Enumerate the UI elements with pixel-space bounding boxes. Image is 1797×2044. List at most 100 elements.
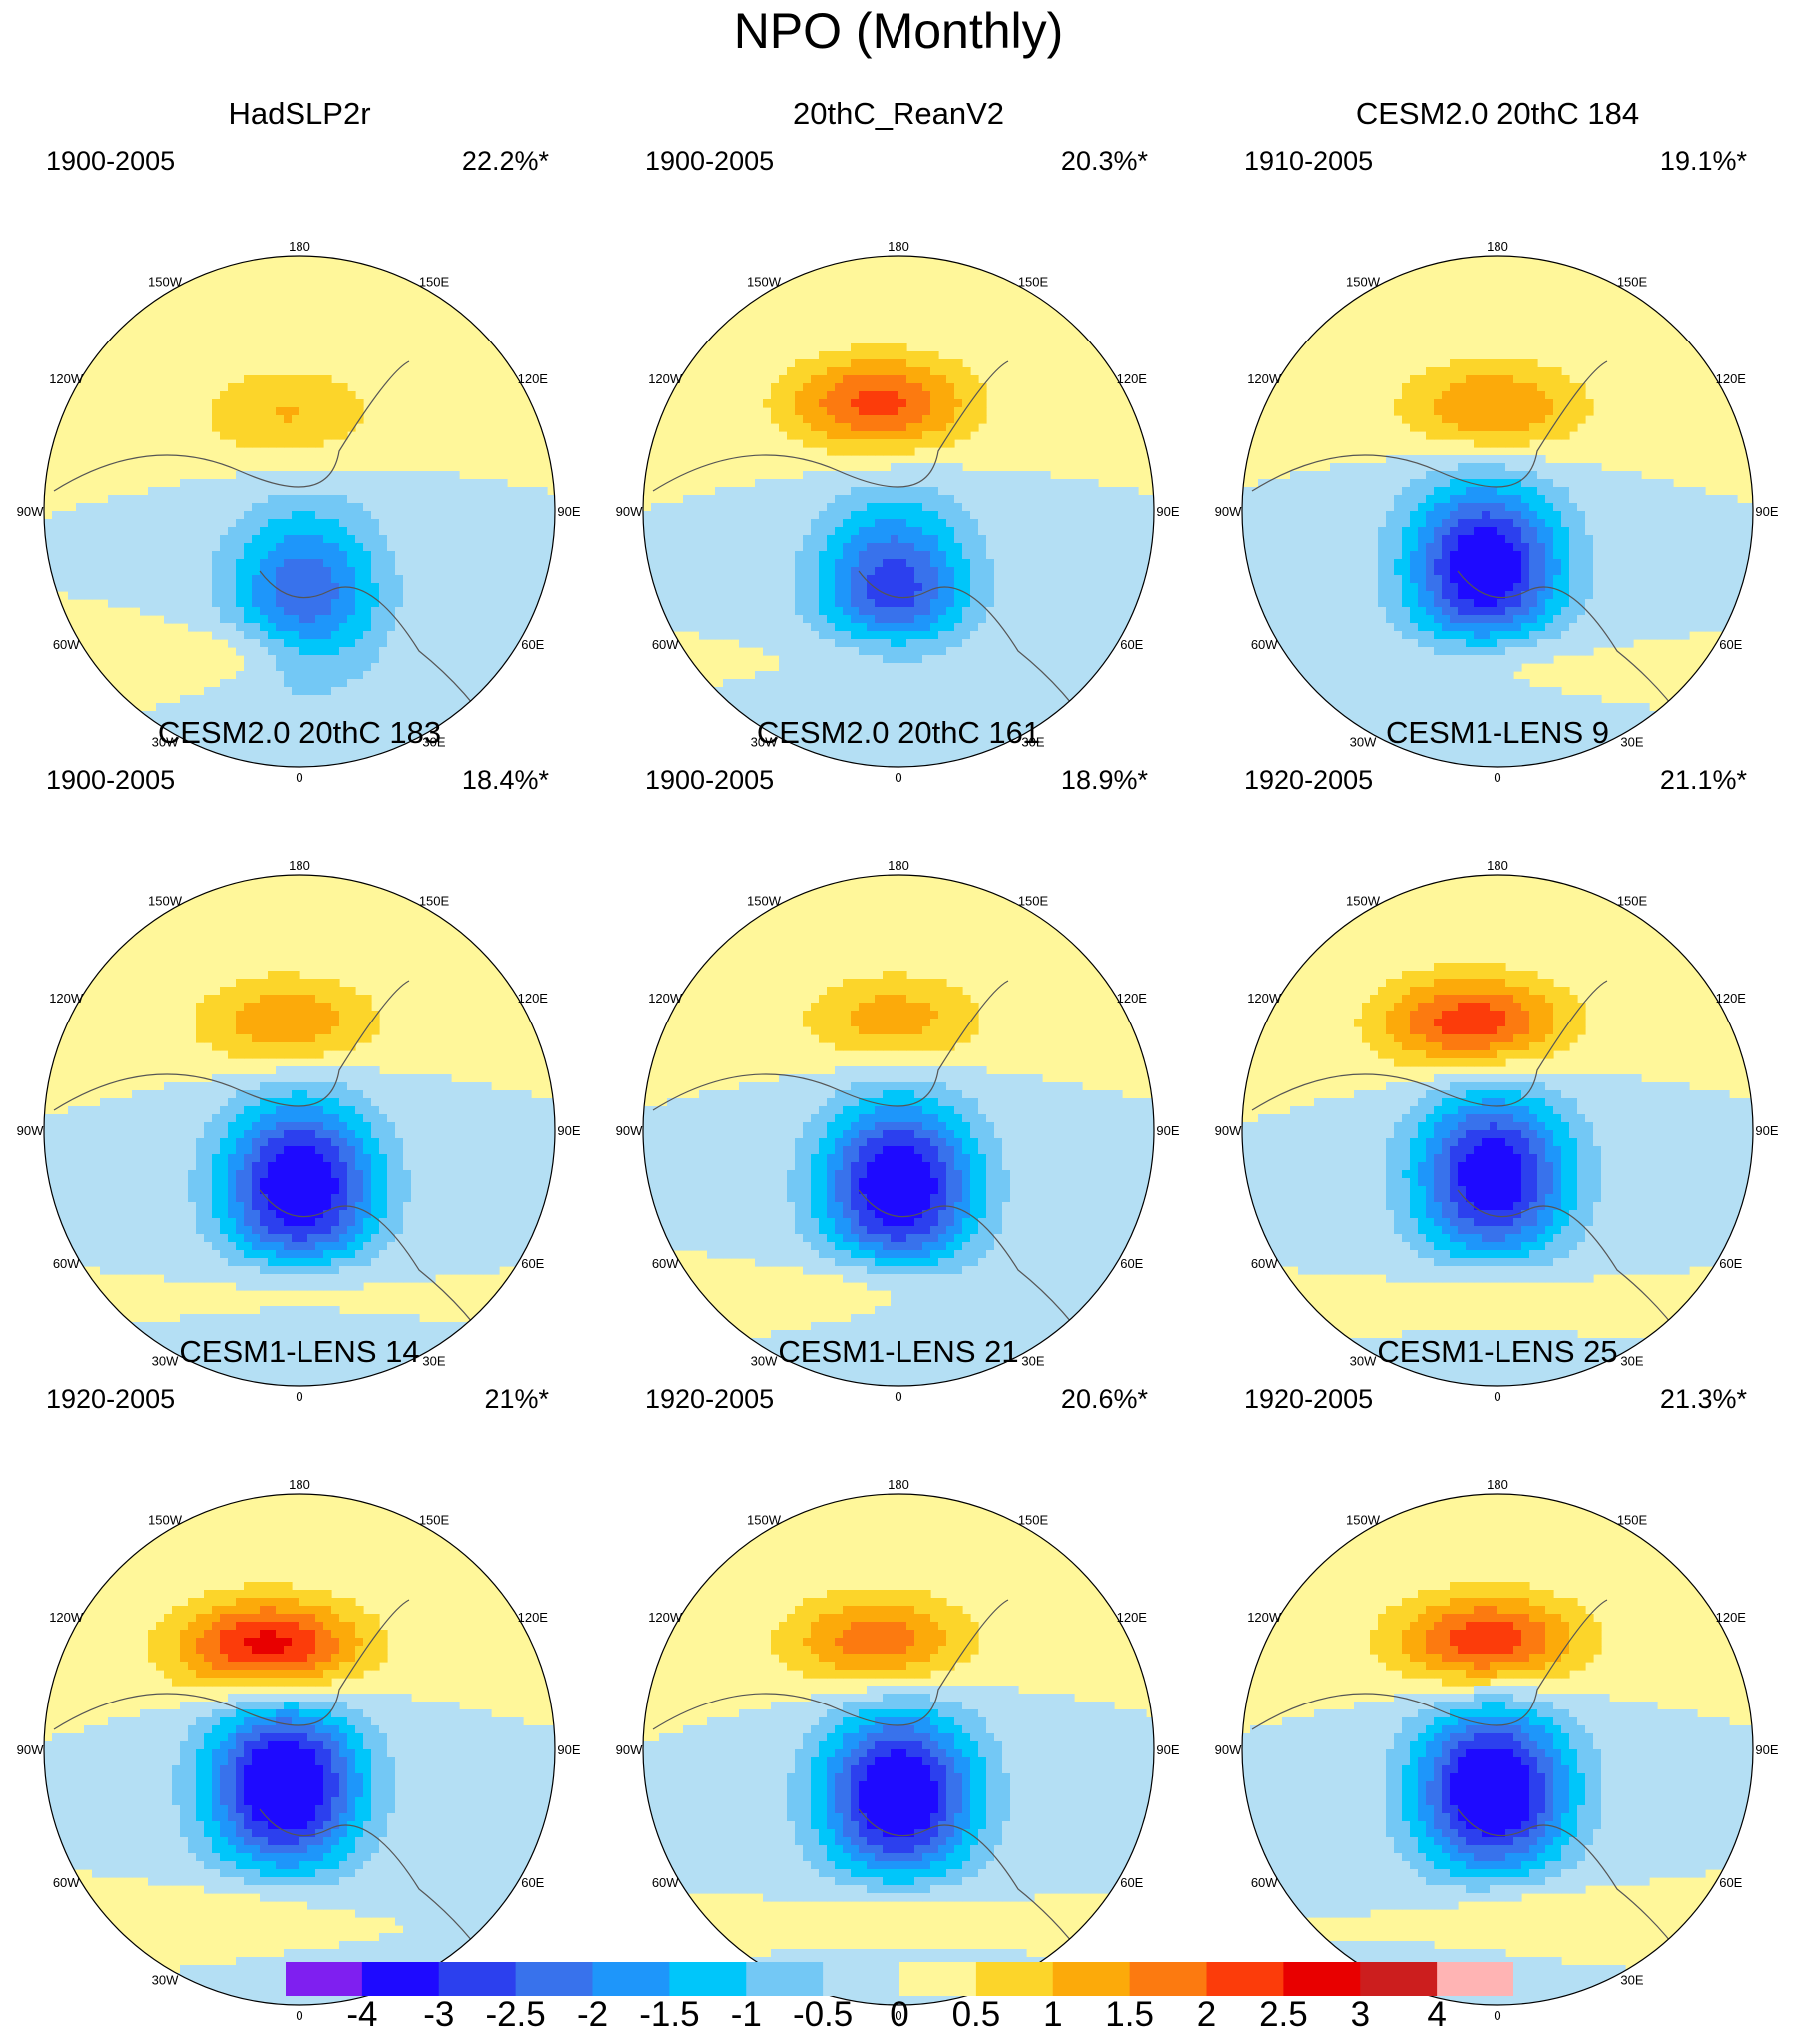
colorbar-tick-label: 0 xyxy=(890,1995,908,2035)
longitude-label: 120W xyxy=(648,1610,683,1625)
map-panel: 180 150E 120E 90E 60E 30E 0 30W 60W 90W 120W 150W 20… xyxy=(599,96,1198,785)
longitude-label: 120E xyxy=(518,371,549,386)
colorbar-swatch xyxy=(669,1962,747,1996)
longitude-label: 180 xyxy=(1487,858,1508,873)
panel-variance: 18.9%* xyxy=(1061,765,1148,795)
longitude-label: 120W xyxy=(49,1610,84,1625)
longitude-label: 0 xyxy=(1494,2008,1500,2023)
longitude-label: 180 xyxy=(289,1477,310,1492)
panel-variance: 21%* xyxy=(484,1384,549,1414)
colorbar-swatch xyxy=(1129,1962,1208,1996)
longitude-label: 30W xyxy=(152,1353,179,1368)
panel-variance: 19.1%* xyxy=(1660,146,1747,176)
longitude-label: 30E xyxy=(1021,734,1044,749)
longitude-label: 150W xyxy=(148,275,183,290)
panel-title: CESM2.0 20thC 184 xyxy=(1198,96,1797,132)
longitude-label: 60E xyxy=(521,1256,544,1271)
map-boundary xyxy=(642,874,1155,1387)
coastline xyxy=(53,980,500,1361)
longitude-label: 90W xyxy=(1215,504,1242,519)
longitude-label: 60W xyxy=(652,1875,679,1890)
longitude-label: 30E xyxy=(422,1353,445,1368)
map-panel: 180 150E 120E 90E 60E 30E 0 30W 60W 90W 120W 150W CE… xyxy=(0,1334,599,2023)
longitude-label: 150W xyxy=(747,1513,782,1528)
longitude-label: 0 xyxy=(895,2008,901,2023)
colorbar-swatch xyxy=(438,1962,517,1996)
longitude-label: 150E xyxy=(1018,275,1049,290)
longitude-label: 90E xyxy=(1156,504,1179,519)
coastline xyxy=(652,360,1099,742)
longitude-label: 0 xyxy=(1494,1389,1500,1404)
longitude-label: 120E xyxy=(1716,991,1747,1006)
panel-title: CESM1-LENS 25 xyxy=(1198,1334,1797,1370)
longitude-label: 150W xyxy=(1346,894,1381,909)
panel-title: CESM1-LENS 21 xyxy=(599,1334,1198,1370)
longitude-label: 90W xyxy=(616,1742,643,1757)
longitude-label: 0 xyxy=(296,770,302,785)
longitude-label: 150W xyxy=(747,894,782,909)
map-boundary xyxy=(1241,255,1754,768)
panel-years: 1920-2005 xyxy=(645,1384,774,1414)
colorbar-swatch xyxy=(361,1962,440,1996)
slp-anomaly-field xyxy=(44,256,555,767)
longitude-label: 60W xyxy=(53,1875,80,1890)
colorbar-swatch xyxy=(286,1962,363,1996)
longitude-label: 120W xyxy=(1247,991,1282,1006)
longitude-label: 150W xyxy=(148,1513,183,1528)
colorbar-tick-label: -3 xyxy=(423,1995,454,2035)
colorbar-tick-label: -1 xyxy=(731,1995,762,2035)
longitude-label: 180 xyxy=(888,858,909,873)
longitude-label: 120W xyxy=(1247,371,1282,386)
figure-title: NPO (Monthly) xyxy=(0,2,1797,60)
longitude-label: 60W xyxy=(1251,637,1278,652)
colorbar-swatch xyxy=(1052,1962,1131,1996)
longitude-label: 60E xyxy=(521,1875,544,1890)
longitude-label: 30W xyxy=(1350,1353,1377,1368)
longitude-label: 0 xyxy=(296,1389,302,1404)
map-boundary xyxy=(43,1493,556,2006)
longitude-label: 30W xyxy=(751,1353,778,1368)
longitude-label: 90E xyxy=(557,1742,580,1757)
longitude-label: 120E xyxy=(1117,371,1148,386)
colorbar-swatch xyxy=(899,1962,977,1996)
longitude-label: 60E xyxy=(1719,637,1742,652)
panel-years: 1900-2005 xyxy=(46,146,175,176)
longitude-label: 120E xyxy=(1117,991,1148,1006)
longitude-label: 60W xyxy=(1251,1875,1278,1890)
longitude-label: 60E xyxy=(1120,637,1143,652)
longitude-label: 60E xyxy=(521,637,544,652)
longitude-label: 120W xyxy=(648,371,683,386)
map-boundary xyxy=(642,255,1155,768)
map-boundary xyxy=(1241,1493,1754,2006)
longitude-label: 180 xyxy=(1487,1477,1508,1492)
colorbar-tick-label: 2.5 xyxy=(1259,1995,1308,2035)
longitude-label: 60E xyxy=(1719,1875,1742,1890)
panel-title: 20thC_ReanV2 xyxy=(599,96,1198,132)
longitude-label: 0 xyxy=(895,1389,901,1404)
colorbar-tick-label: -2 xyxy=(577,1995,608,2035)
slp-anomaly-field xyxy=(643,256,1154,767)
slp-anomaly-field xyxy=(44,875,555,1386)
panel-variance: 20.6%* xyxy=(1061,1384,1148,1414)
panel-variance: 21.1%* xyxy=(1660,765,1747,795)
colorbar-swatch xyxy=(746,1962,824,1996)
longitude-label: 60W xyxy=(652,637,679,652)
coastline xyxy=(652,1599,1099,1980)
longitude-label: 30E xyxy=(1620,1353,1643,1368)
longitude-label: 90W xyxy=(1215,1123,1242,1138)
coastline xyxy=(53,1599,500,1980)
longitude-label: 120E xyxy=(1117,1610,1148,1625)
longitude-label: 30E xyxy=(1620,1972,1643,1987)
longitude-label: 30W xyxy=(152,1972,179,1987)
map-panel: 180 150E 120E 90E 60E 30E 0 30W 60W 90W 120W 150W CE… xyxy=(1198,715,1797,1404)
colorbar-tick-label: -4 xyxy=(346,1995,377,2035)
longitude-label: 150W xyxy=(1346,275,1381,290)
longitude-label: 90E xyxy=(1755,504,1778,519)
